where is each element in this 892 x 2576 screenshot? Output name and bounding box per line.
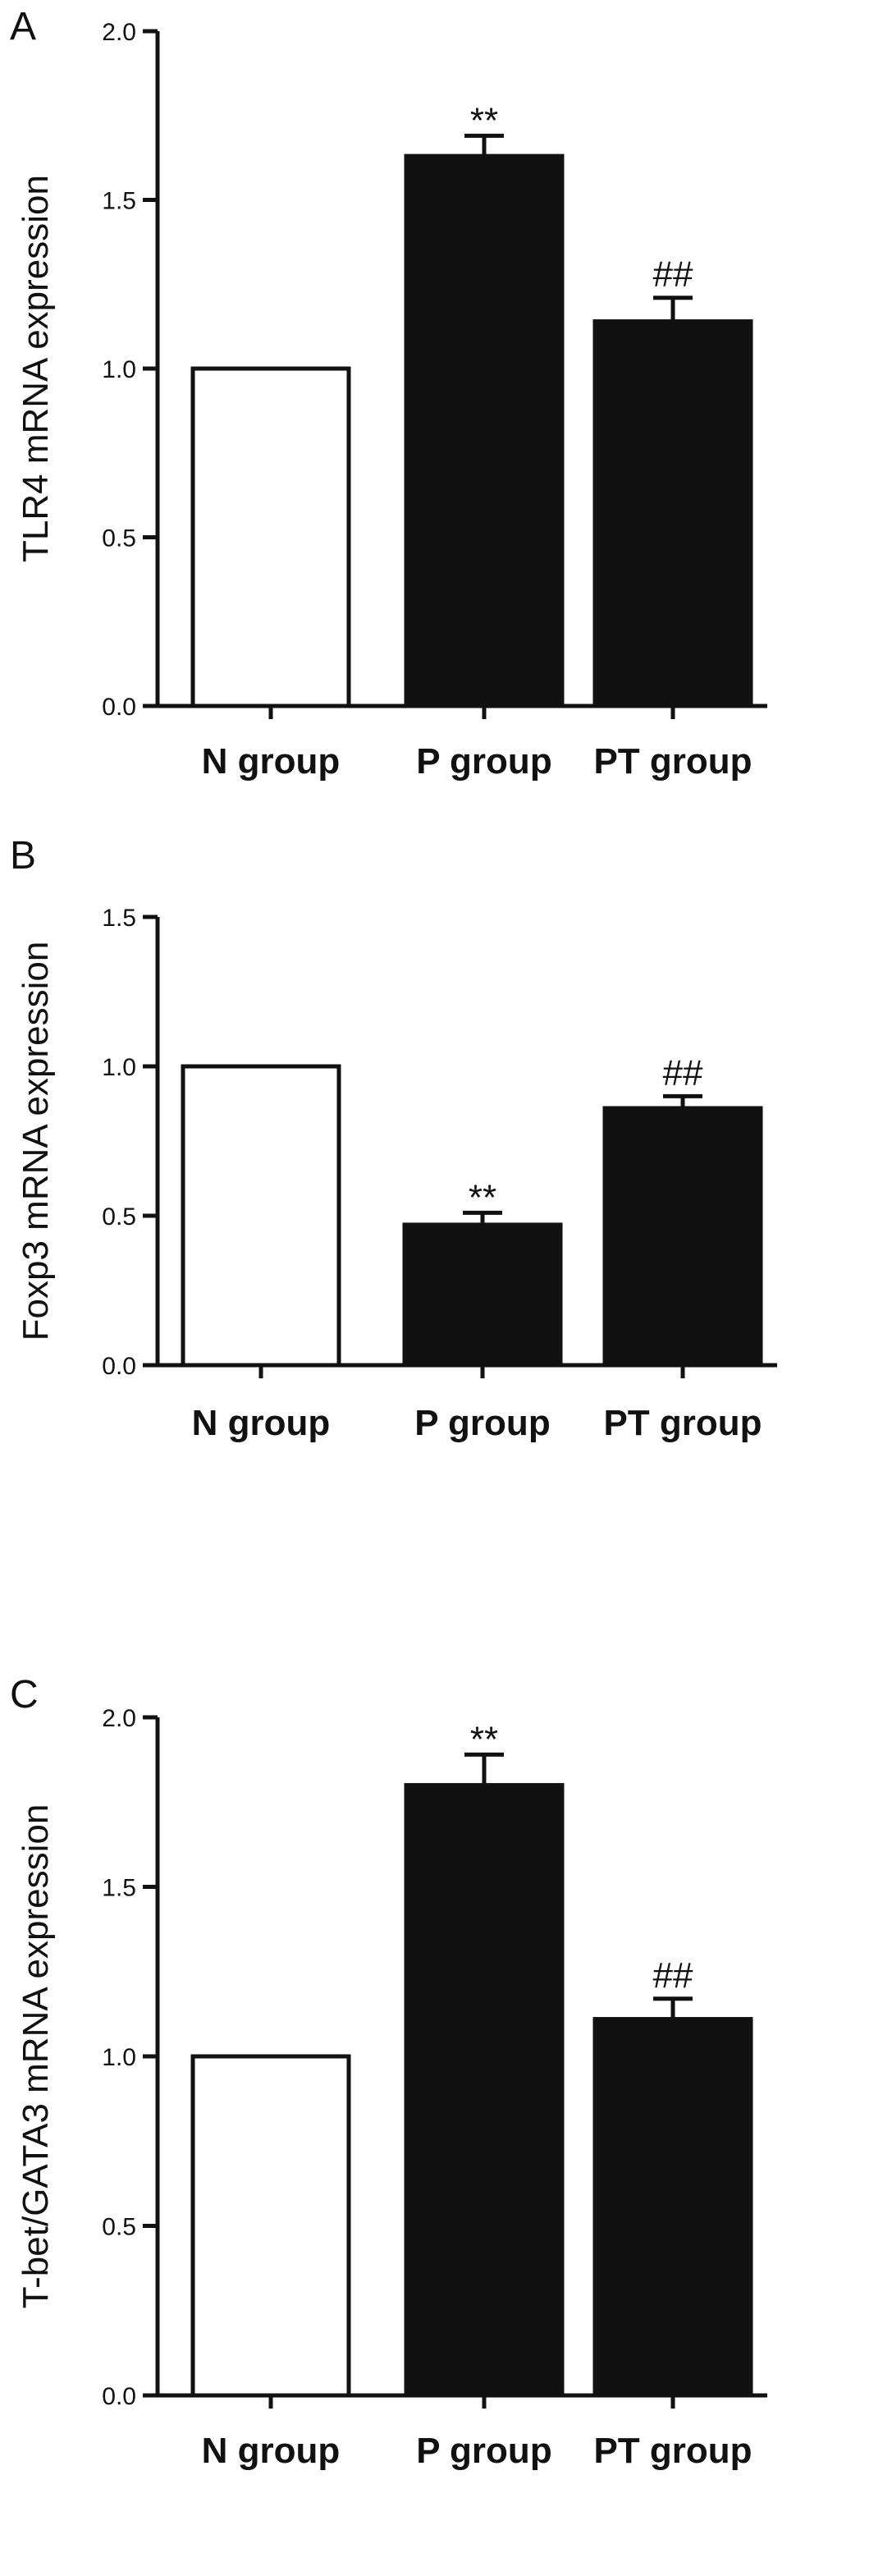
- y-tick-label: 1.0: [102, 356, 136, 383]
- x-tick-label: PT group: [603, 1403, 762, 1443]
- y-tick-label: 2.0: [102, 19, 136, 46]
- y-axis-label: TLR4 mRNA expression: [16, 175, 56, 562]
- significance-annotation: ##: [653, 254, 693, 295]
- x-tick-label: N group: [202, 2431, 341, 2471]
- bar: [592, 2017, 753, 2398]
- panel-letter: A: [10, 5, 36, 48]
- y-tick-label: 1.5: [102, 188, 136, 215]
- y-axis-label: T-bet/GATA3 mRNA expression: [16, 1804, 56, 2309]
- significance-annotation: **: [470, 100, 498, 140]
- y-tick-label: 0.0: [102, 2383, 136, 2410]
- significance-annotation: ##: [653, 1955, 693, 1996]
- y-tick-label: 0.5: [102, 525, 136, 552]
- y-tick-label: 0.5: [102, 1203, 136, 1231]
- chart-panel-b: B Foxp3 mRNA expression 0.0 0.5 1.0 1.5 N grou…: [10, 834, 777, 1443]
- significance-annotation: **: [469, 1177, 496, 1217]
- significance-annotation: **: [470, 1719, 498, 1759]
- bar: [190, 2054, 351, 2398]
- y-tick-label: 0.5: [102, 2214, 136, 2241]
- y-tick-label: 1.0: [102, 1054, 136, 1081]
- significance-annotation: ##: [663, 1052, 703, 1093]
- bar: [402, 1222, 563, 1368]
- x-tick-label: P group: [416, 741, 551, 782]
- x-tick-label: N group: [192, 1403, 331, 1443]
- y-tick-label: 1.5: [102, 1875, 136, 1902]
- bar: [404, 154, 565, 708]
- panel-letter: C: [10, 1673, 39, 1717]
- bar: [181, 1064, 341, 1368]
- x-tick-label: N group: [202, 741, 341, 782]
- y-axis-label: Foxp3 mRNA expression: [16, 942, 56, 1341]
- x-tick-label: P group: [416, 2431, 551, 2471]
- y-tick-label: 2.0: [102, 1705, 136, 1732]
- bar: [592, 319, 753, 708]
- y-tick-label: 0.0: [102, 694, 136, 721]
- bar: [404, 1783, 565, 2398]
- bar: [190, 366, 351, 708]
- bar: [602, 1106, 763, 1368]
- y-tick-label: 1.5: [102, 905, 136, 932]
- x-tick-label: PT group: [593, 741, 752, 782]
- panel-letter: B: [10, 834, 36, 878]
- chart-panel-a: A TLR4 mRNA expression 0.0 0.5 1.0 1.5 2.0 N gr…: [10, 5, 767, 782]
- y-tick-label: 1.0: [102, 2044, 136, 2071]
- chart-panel-c: C T-bet/GATA3 mRNA expression 0.0 0.5 1.0 1.5…: [10, 1673, 767, 2471]
- x-tick-label: PT group: [593, 2431, 752, 2471]
- y-tick-label: 0.0: [102, 1353, 136, 1380]
- x-tick-label: P group: [414, 1403, 550, 1443]
